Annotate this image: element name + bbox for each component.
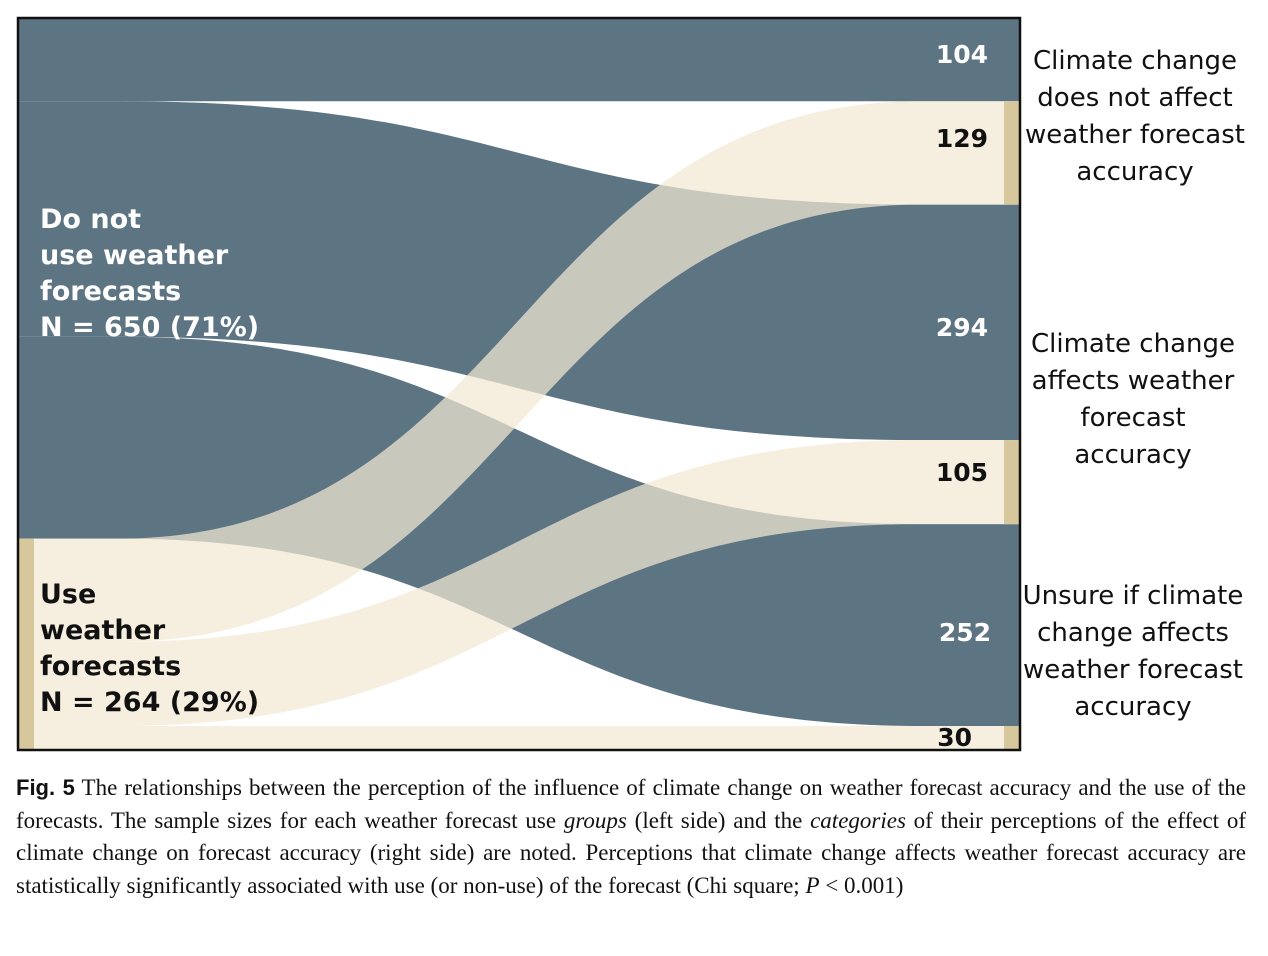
caption-emphasis-categories: categories: [810, 807, 906, 833]
caption-text-part: < 0.001): [819, 872, 904, 898]
category-label-affects: Climate change affects weather forecast …: [1030, 329, 1235, 470]
category-label-unsure: Unsure if climate change affects weather…: [1022, 581, 1244, 722]
figure-frame: [16, 16, 1022, 752]
caption-fig-label: Fig. 5: [16, 775, 75, 800]
flow-no-use-affects: [18, 101, 1020, 441]
sankey-figure: Do not use weather forecasts N = 650 (71…: [16, 16, 1245, 752]
category-label-not-affect: Climate change does not affect weather f…: [1025, 46, 1245, 187]
node-use-left-edge: [18, 538, 34, 750]
left-group-label-no-use: Do not use weather forecasts N = 650 (71…: [40, 204, 260, 343]
count-no-use-affects: 294: [935, 313, 988, 342]
flow-use-affects: [18, 440, 1020, 726]
node-use-right-edge-affects: [1004, 440, 1020, 525]
count-no-use-not-affect: 104: [935, 40, 988, 69]
count-no-use-unsure: 252: [938, 618, 991, 647]
caption-text-part: (left side) and the: [626, 807, 811, 833]
caption-text-part: of their perceptions of the effect of cl…: [16, 807, 1246, 898]
figure-caption: Fig. 5 The relationships between the per…: [16, 772, 1246, 902]
count-use-not-affect: 129: [935, 124, 988, 153]
flow-no-use-unsure: [18, 336, 1020, 726]
caption-emphasis-p: P: [805, 872, 820, 898]
node-use-right-edge-unsure: [1004, 725, 1020, 750]
count-use-unsure: 30: [937, 723, 972, 752]
caption-emphasis-groups: groups: [563, 807, 627, 833]
flow-use-unsure: [18, 725, 1020, 750]
count-use-affects: 105: [935, 458, 988, 487]
caption-text-part: The relationships between the perception…: [16, 775, 1246, 833]
node-use-right-edge-not-affect: [1004, 101, 1020, 205]
flow-use-not-affect: [18, 101, 1020, 642]
sankey-diagram: [16, 16, 1022, 752]
left-group-label-use: Use weather forecasts N = 264 (29%): [40, 579, 260, 718]
flow-no-use-not-affect: [18, 18, 1020, 102]
